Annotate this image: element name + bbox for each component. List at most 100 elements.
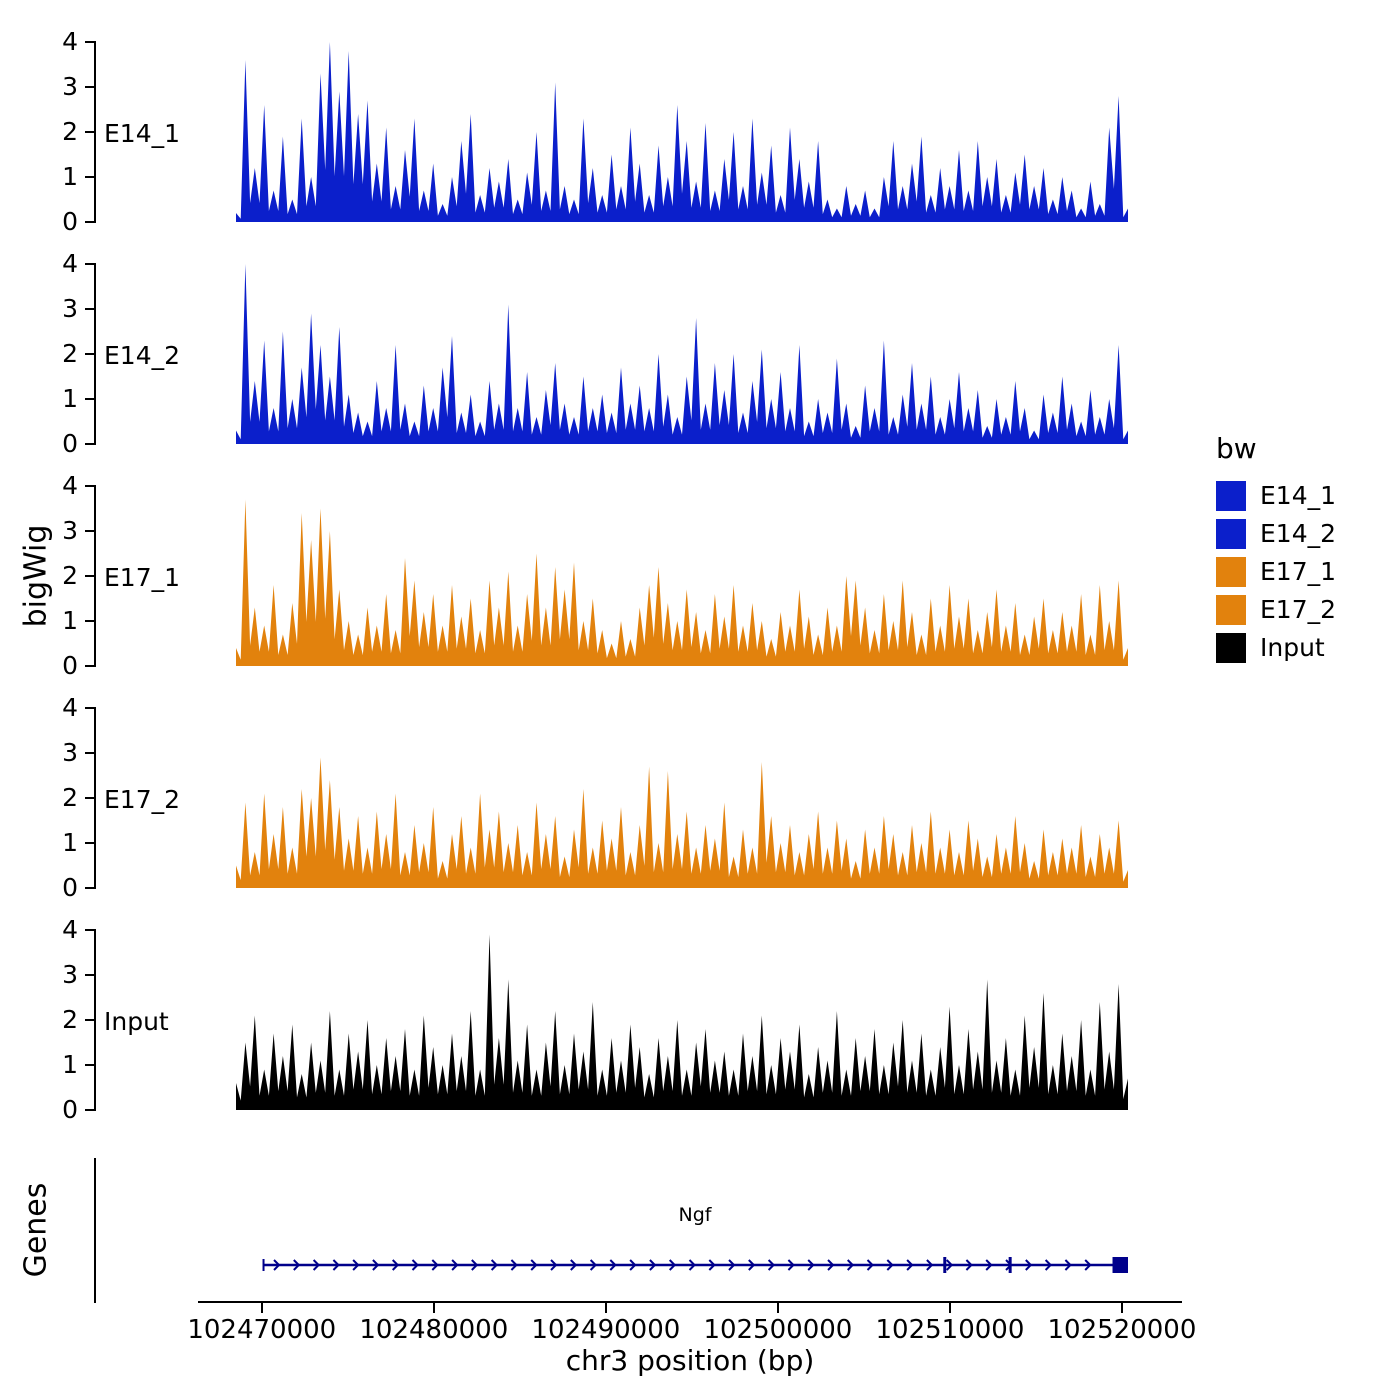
legend-label: E14_1 <box>1260 481 1337 510</box>
y-tick-mark <box>85 86 94 88</box>
legend-swatch <box>1216 633 1246 663</box>
y-tick-label: 1 <box>62 162 78 191</box>
y-tick-mark <box>85 263 94 265</box>
coverage-area-path <box>236 264 1128 444</box>
y-tick-label: 0 <box>62 207 78 236</box>
strand-arrow-icon <box>688 1259 696 1271</box>
legend-swatch <box>1216 519 1246 549</box>
legend-swatch <box>1216 595 1246 625</box>
y-tick-mark <box>85 1064 94 1066</box>
legend-item-Input: Input <box>1216 633 1336 663</box>
y-tick-label: 1 <box>62 384 78 413</box>
coverage-area-path <box>236 499 1128 666</box>
strand-arrow-icon <box>629 1259 637 1271</box>
track-label: E17_1 <box>104 563 181 592</box>
y-tick-label: 1 <box>62 606 78 635</box>
y-axis-line <box>94 485 96 667</box>
legend-title: bw <box>1216 432 1257 465</box>
y-tick-mark <box>85 485 94 487</box>
y-tick-label: 4 <box>62 27 78 56</box>
coverage-area <box>236 264 1128 444</box>
y-tick-label: 4 <box>62 915 78 944</box>
genes-axis-line <box>94 1158 96 1303</box>
x-tick-label: 102510000 <box>875 1315 1025 1345</box>
y-tick-label: 2 <box>62 1005 78 1034</box>
y-tick-mark <box>85 974 94 976</box>
y-tick-mark <box>85 929 94 931</box>
x-tick-mark <box>776 1303 779 1313</box>
x-tick-mark <box>260 1303 263 1313</box>
y-tick-label: 2 <box>62 339 78 368</box>
gene-name-label: Ngf <box>678 1204 712 1226</box>
legend-label: E17_2 <box>1260 595 1337 624</box>
track-label: E14_2 <box>104 341 181 370</box>
strand-arrow-icon <box>886 1259 894 1271</box>
x-tick-label: 102490000 <box>531 1315 681 1345</box>
legend-item-E14_2: E14_2 <box>1216 519 1336 549</box>
bigwig-track-panel-E14_2: 0 1 2 3 4 E14_2 <box>0 251 1400 457</box>
x-tick-mark <box>604 1303 607 1313</box>
y-tick-label: 3 <box>62 72 78 101</box>
strand-arrow-icon <box>451 1259 459 1271</box>
y-tick-mark <box>85 530 94 532</box>
strand-arrow-icon <box>293 1259 301 1271</box>
y-tick-label: 4 <box>62 471 78 500</box>
legend-items: E14_1 E14_2 E17_1 E17_2 Input <box>1216 481 1336 663</box>
strand-arrow-icon <box>985 1259 993 1271</box>
y-tick-label: 4 <box>62 249 78 278</box>
legend-swatch <box>1216 557 1246 587</box>
bigwig-track-panel-E17_2: 0 1 2 3 4 E17_2 <box>0 695 1400 901</box>
strand-arrow-icon <box>510 1259 518 1271</box>
y-axis-line <box>94 41 96 223</box>
strand-arrow-icon <box>926 1259 934 1271</box>
strand-arrow-icon <box>846 1259 855 1271</box>
y-tick-label: 0 <box>62 429 78 458</box>
track-label: Input <box>104 1007 169 1036</box>
legend-label: Input <box>1260 633 1325 662</box>
coverage-area <box>236 757 1128 888</box>
legend-item-E17_1: E17_1 <box>1216 557 1336 587</box>
y-tick-mark <box>85 842 94 844</box>
coverage-area <box>236 934 1128 1110</box>
strand-arrow-icon <box>1064 1259 1072 1271</box>
y-tick-mark <box>85 752 94 754</box>
y-tick-label: 3 <box>62 516 78 545</box>
gene-model <box>262 1257 1128 1273</box>
strand-arrow-icon <box>332 1259 340 1271</box>
x-axis-title: chr3 position (bp) <box>565 1344 815 1377</box>
strand-arrow-icon <box>1044 1259 1053 1271</box>
strand-arrow-icon <box>965 1259 973 1271</box>
track-label: E17_2 <box>104 785 181 814</box>
y-tick-mark <box>85 176 94 178</box>
strand-arrow-icon <box>352 1259 360 1271</box>
x-tick-label: 102500000 <box>703 1315 853 1345</box>
legend-label: E14_2 <box>1260 519 1337 548</box>
coverage-area-path <box>236 757 1128 888</box>
legend: bw E14_1 E14_2 E17_1 E17_2 Input <box>1216 432 1336 671</box>
y-tick-mark <box>85 41 94 43</box>
y-tick-mark <box>85 1019 94 1021</box>
y-tick-mark <box>85 1109 94 1111</box>
genes-panel-title: Genes <box>18 1182 54 1278</box>
y-tick-label: 2 <box>62 561 78 590</box>
y-tick-mark <box>85 797 94 799</box>
legend-label: E17_1 <box>1260 557 1337 586</box>
strand-arrow-icon <box>708 1259 716 1271</box>
coverage-area <box>236 499 1128 666</box>
strand-arrow-icon <box>767 1259 776 1271</box>
y-tick-label: 1 <box>62 1050 78 1079</box>
y-tick-mark <box>85 707 94 709</box>
strand-arrow-icon <box>372 1259 380 1271</box>
track-label: E14_1 <box>104 119 181 148</box>
strand-arrow-icon <box>471 1259 479 1271</box>
strand-arrow-icon <box>609 1259 617 1271</box>
y-tick-label: 3 <box>62 960 78 989</box>
y-tick-mark <box>85 308 94 310</box>
strand-arrow-icon <box>827 1259 835 1271</box>
strand-arrow-icon <box>550 1259 558 1271</box>
y-tick-label: 0 <box>62 1095 78 1124</box>
strand-arrow-icon <box>490 1259 499 1271</box>
strand-arrow-icon <box>807 1259 815 1271</box>
strand-arrow-icon <box>312 1259 321 1271</box>
